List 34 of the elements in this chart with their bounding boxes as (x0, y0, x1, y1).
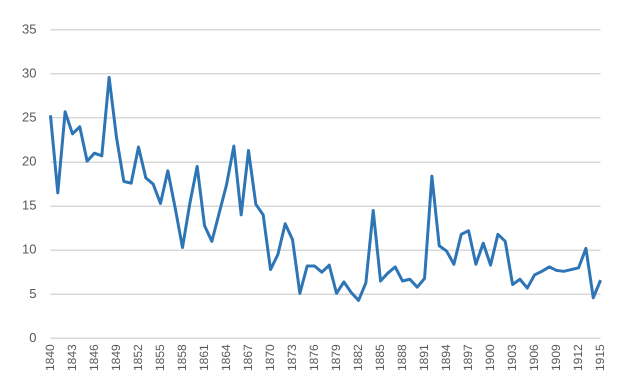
x-tick-label: 1873 (284, 344, 299, 372)
x-tick-label: 1843 (64, 344, 79, 372)
x-tick-label: 1888 (394, 344, 409, 372)
x-tick-label: 1882 (350, 344, 365, 372)
x-tick-label: 1858 (174, 344, 189, 372)
x-tick-label: 1894 (438, 344, 453, 372)
y-tick-label: 15 (22, 198, 36, 213)
x-tick-label: 1864 (218, 344, 233, 372)
x-tick-label: 1903 (504, 344, 519, 372)
x-tick-label: 1870 (262, 344, 277, 372)
x-tick-label: 1897 (460, 344, 475, 372)
x-tick-label: 1867 (240, 344, 255, 372)
y-tick-label: 30 (22, 65, 36, 80)
x-tick-label: 1840 (42, 344, 57, 372)
y-tick-label: 5 (29, 286, 36, 301)
y-tick-label: 20 (22, 154, 36, 169)
x-tick-label: 1912 (570, 344, 585, 372)
x-tick-label: 1852 (130, 344, 145, 372)
x-tick-label: 1846 (86, 344, 101, 372)
y-tick-label: 25 (22, 110, 36, 125)
x-tick-label: 1909 (548, 344, 563, 372)
x-tick-label: 1876 (306, 344, 321, 372)
y-tick-label: 10 (22, 242, 36, 257)
x-tick-label: 1849 (108, 344, 123, 372)
x-tick-label: 1885 (372, 344, 387, 372)
y-tick-label: 35 (22, 21, 36, 36)
x-tick-label: 1900 (482, 344, 497, 372)
x-tick-label: 1906 (526, 344, 541, 372)
y-tick-label: 0 (29, 330, 36, 345)
x-tick-label: 1855 (152, 344, 167, 372)
x-tick-label: 1861 (196, 344, 211, 372)
x-tick-label: 1915 (592, 344, 607, 372)
x-tick-label: 1879 (328, 344, 343, 372)
x-tick-label: 1891 (416, 344, 431, 372)
